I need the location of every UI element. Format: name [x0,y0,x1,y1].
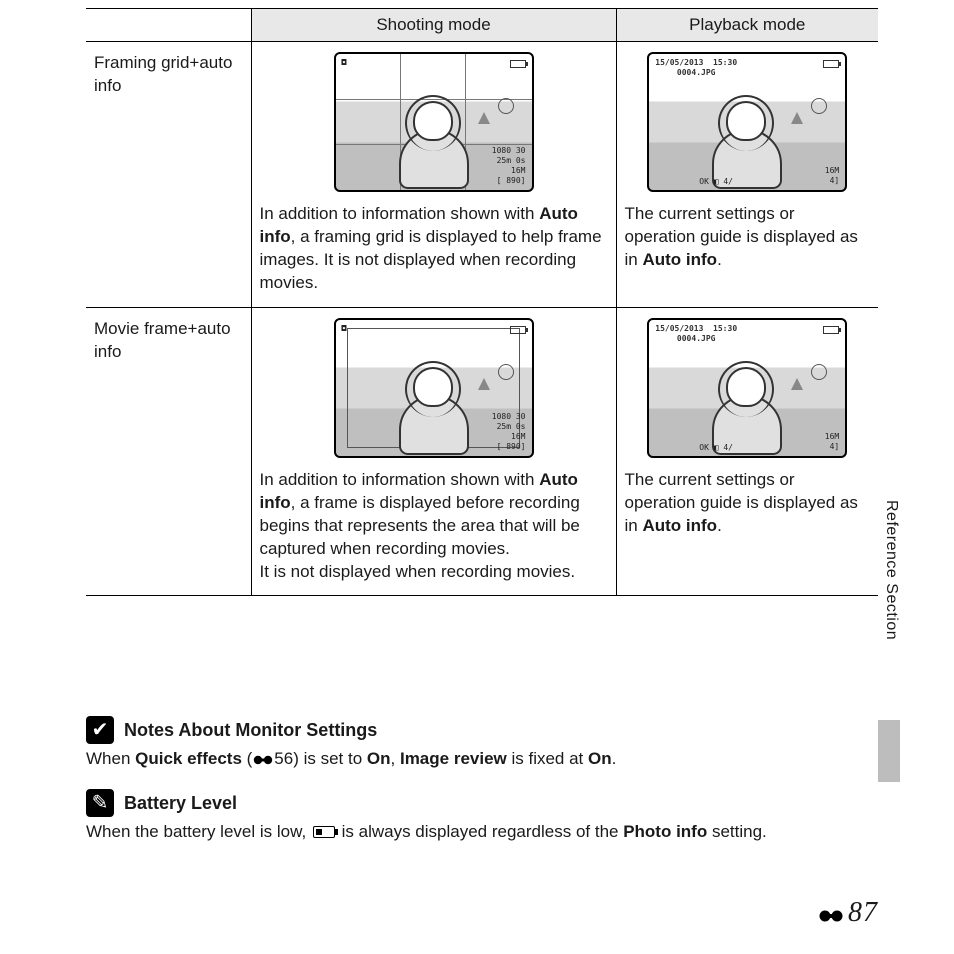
note-monitor-settings: ✔ Notes About Monitor Settings When Quic… [86,716,878,773]
lcd-topleft: ◘ [342,58,347,68]
row-label: Framing grid+auto info [86,42,251,308]
note-battery-level: ✎ Battery Level When the battery level i… [86,789,878,844]
side-section-label: Reference Section [882,500,900,640]
lcd-preview-playback: 15/05/2013 15:30 0004.JPG OK ◧ 4/ 16M 4] [647,318,847,458]
cell-text: The current settings or operation guide … [625,203,871,272]
battery-icon [823,326,839,334]
battery-icon [823,60,839,68]
settings-table: Shooting mode Playback mode Framing grid… [86,8,878,596]
reference-icon [253,750,273,773]
reference-icon [818,900,844,932]
lcd-readout: 16M 4] [825,432,839,452]
cell-text: In addition to information shown with Au… [260,469,608,584]
lcd-preview-shooting-movieframe: ◘ 1080 30 25m 0s 16M [ 890] [334,318,534,458]
page-number: 87 [817,897,878,932]
header-blank [86,9,251,42]
header-playback: Playback mode [616,9,878,42]
lcd-topleft: ◘ [342,324,347,334]
row-label: Movie frame+auto info [86,307,251,596]
lcd-topleft: 15/05/2013 15:30 0004.JPG [655,324,737,344]
battery-icon [510,60,526,68]
header-shooting: Shooting mode [251,9,616,42]
lcd-bottombar: OK ◧ 4/ [699,177,733,186]
lcd-bottombar: OK ◧ 4/ [699,443,733,452]
note-body: When Quick effects (56) is set to On, Im… [86,748,878,773]
battery-low-icon [313,826,335,838]
lcd-topleft: 15/05/2013 15:30 0004.JPG [655,58,737,78]
lcd-readout: 1080 30 25m 0s 16M [ 890] [492,412,526,452]
lcd-readout: 16M 4] [825,166,839,186]
lcd-preview-playback: 15/05/2013 15:30 0004.JPG OK ◧ 4/ 16M 4] [647,52,847,192]
lcd-readout: 1080 30 25m 0s 16M [ 890] [492,146,526,186]
note-title: Battery Level [124,793,237,814]
check-icon: ✔ [86,716,114,744]
pencil-icon: ✎ [86,789,114,817]
cell-text: In addition to information shown with Au… [260,203,608,295]
battery-icon [510,326,526,334]
cell-text: The current settings or operation guide … [625,469,871,538]
note-body: When the battery level is low, is always… [86,821,878,844]
side-tab [878,720,900,782]
note-title: Notes About Monitor Settings [124,720,377,741]
lcd-preview-shooting-grid: ◘ 1080 30 25m 0s 16M [ 890] [334,52,534,192]
